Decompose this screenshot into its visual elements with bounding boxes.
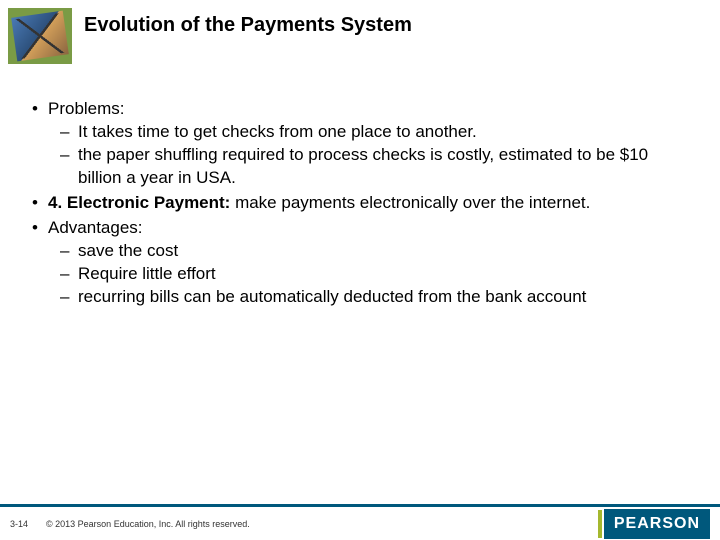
cube-icon (8, 8, 72, 64)
sub-bullet: save the cost (58, 240, 690, 263)
footer-bar: 3-14 © 2013 Pearson Education, Inc. All … (0, 507, 720, 540)
slide-header: Evolution of the Payments System (0, 0, 720, 64)
bullet-problems: Problems: It takes time to get checks fr… (30, 98, 690, 190)
logo-text: PEARSON (604, 509, 710, 539)
page-number: 3-14 (10, 519, 28, 529)
footer-left: 3-14 © 2013 Pearson Education, Inc. All … (10, 519, 250, 529)
bullet-rest: make payments electronically over the in… (230, 193, 590, 212)
bullet-bold: 4. Electronic Payment: (48, 193, 230, 212)
sub-bullet: Require little effort (58, 263, 690, 286)
slide-footer: 3-14 © 2013 Pearson Education, Inc. All … (0, 504, 720, 540)
bullet-text: Advantages: (48, 218, 143, 237)
logo-accent-bar (598, 510, 602, 538)
slide-title: Evolution of the Payments System (84, 8, 412, 37)
sub-bullet: It takes time to get checks from one pla… (58, 121, 690, 144)
sub-bullet: the paper shuffling required to process … (58, 144, 690, 190)
pearson-logo: PEARSON (598, 507, 710, 540)
bullet-advantages: Advantages: save the cost Require little… (30, 217, 690, 309)
bullet-electronic-payment: 4. Electronic Payment: make payments ele… (30, 192, 690, 215)
copyright-text: © 2013 Pearson Education, Inc. All right… (46, 519, 250, 529)
bullet-text: Problems: (48, 99, 125, 118)
slide-body: Problems: It takes time to get checks fr… (0, 64, 720, 308)
sub-bullet: recurring bills can be automatically ded… (58, 286, 690, 309)
